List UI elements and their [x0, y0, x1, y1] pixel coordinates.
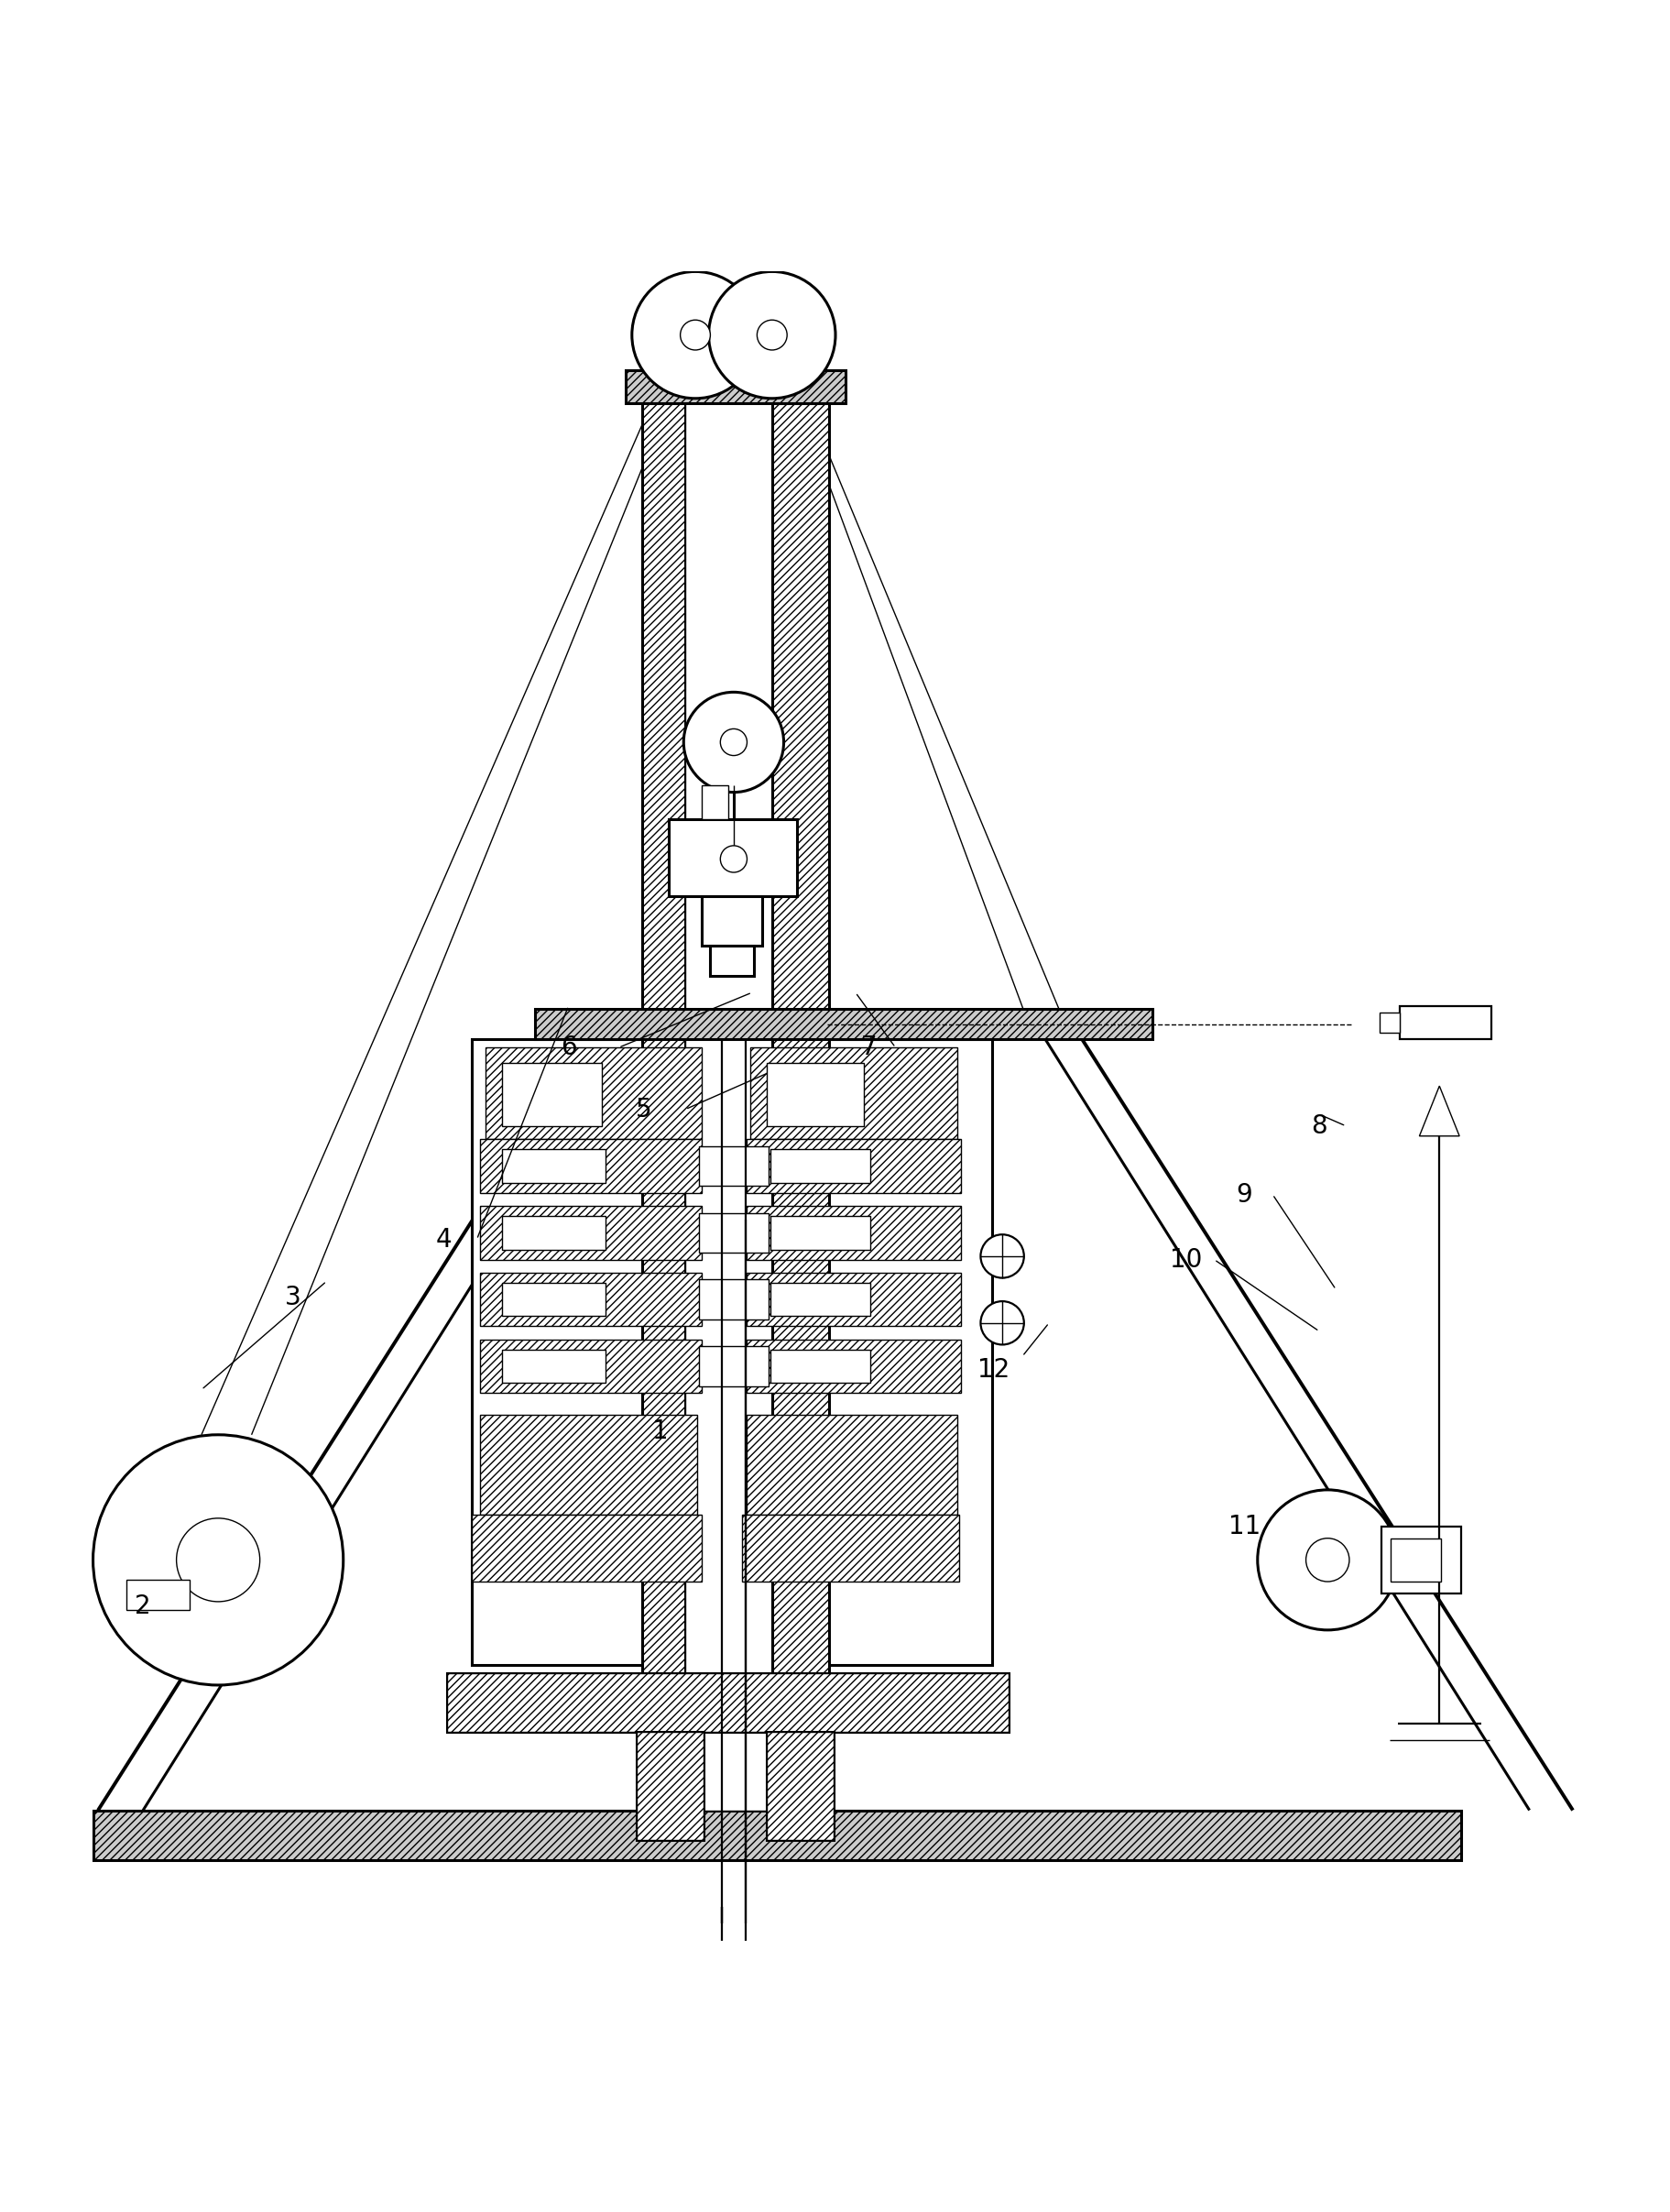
Bar: [446, 1674, 1009, 1732]
Bar: [701, 785, 728, 818]
Text: 3: 3: [286, 1285, 301, 1312]
Bar: [1398, 1006, 1490, 1040]
Bar: [741, 1515, 959, 1582]
Text: 9: 9: [1236, 1181, 1251, 1208]
Bar: [746, 1340, 960, 1394]
Circle shape: [177, 1517, 261, 1601]
Bar: [501, 1349, 605, 1382]
Bar: [484, 1048, 701, 1139]
Bar: [1389, 1537, 1440, 1582]
Circle shape: [683, 692, 783, 792]
Text: 7: 7: [860, 1035, 877, 1060]
Text: 2: 2: [135, 1595, 150, 1619]
Circle shape: [1306, 1537, 1349, 1582]
Bar: [770, 1150, 870, 1183]
Bar: [479, 1340, 701, 1394]
Circle shape: [708, 272, 835, 398]
Bar: [701, 896, 762, 947]
Bar: [479, 1272, 701, 1327]
Bar: [501, 1283, 605, 1316]
Text: 6: 6: [559, 1035, 576, 1060]
Bar: [501, 1217, 605, 1250]
Circle shape: [980, 1234, 1024, 1279]
Text: 8: 8: [1311, 1113, 1326, 1139]
Bar: [685, 403, 772, 1809]
Bar: [94, 1809, 1460, 1860]
Bar: [767, 1732, 833, 1840]
Bar: [698, 1212, 768, 1252]
Circle shape: [720, 728, 746, 757]
Bar: [636, 1732, 703, 1840]
Bar: [446, 1674, 1009, 1732]
Bar: [636, 1732, 703, 1840]
Bar: [772, 403, 828, 1809]
Bar: [767, 1732, 833, 1840]
Bar: [1381, 1526, 1460, 1593]
Bar: [625, 369, 845, 403]
Bar: [479, 1206, 701, 1259]
Circle shape: [1258, 1491, 1396, 1630]
Bar: [479, 1416, 696, 1515]
Bar: [770, 1349, 870, 1382]
Bar: [750, 1048, 957, 1139]
Bar: [501, 1150, 605, 1183]
Bar: [710, 947, 753, 975]
Bar: [698, 1279, 768, 1321]
Bar: [127, 1579, 190, 1610]
Bar: [746, 1139, 960, 1192]
Text: 12: 12: [977, 1356, 1010, 1382]
Text: 5: 5: [635, 1097, 651, 1121]
Bar: [746, 1272, 960, 1327]
Bar: [746, 1416, 957, 1515]
Bar: [1379, 1013, 1398, 1033]
Circle shape: [631, 272, 758, 398]
Circle shape: [94, 1436, 342, 1686]
Circle shape: [680, 321, 710, 349]
Bar: [767, 1062, 863, 1126]
Text: 11: 11: [1227, 1513, 1259, 1540]
Bar: [746, 1206, 960, 1259]
Bar: [479, 1139, 701, 1192]
Circle shape: [757, 321, 787, 349]
Circle shape: [980, 1301, 1024, 1345]
Polygon shape: [691, 823, 775, 858]
Bar: [534, 1009, 1152, 1040]
Bar: [770, 1217, 870, 1250]
Bar: [698, 1347, 768, 1387]
Bar: [770, 1283, 870, 1316]
Bar: [471, 1040, 992, 1666]
Bar: [641, 403, 685, 1809]
Circle shape: [720, 845, 746, 872]
Text: 4: 4: [436, 1228, 451, 1252]
Bar: [698, 1146, 768, 1186]
Text: 1: 1: [651, 1418, 668, 1444]
Polygon shape: [1418, 1086, 1458, 1137]
Bar: [668, 818, 797, 896]
Text: 10: 10: [1169, 1248, 1201, 1272]
Bar: [501, 1062, 601, 1126]
Bar: [471, 1515, 701, 1582]
